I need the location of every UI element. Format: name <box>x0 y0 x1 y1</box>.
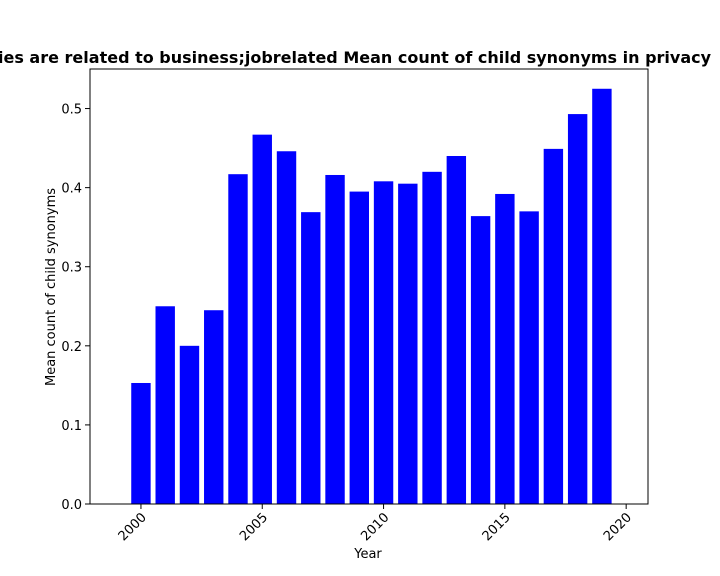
bar-2013 <box>446 156 467 504</box>
chart-title: ies are related to business;jobrelated M… <box>0 48 712 67</box>
bars-group <box>131 88 612 505</box>
bar-2004 <box>228 174 248 504</box>
bar-2006 <box>276 151 297 504</box>
x-axis: 2000 2005 2010 2015 2020 <box>116 504 635 544</box>
x-tick-label: 2010 <box>358 510 392 544</box>
y-tick-label: 0.2 <box>61 340 82 355</box>
bar-2017 <box>543 148 564 504</box>
bar-2000 <box>131 382 151 504</box>
x-tick-label: 2015 <box>480 510 514 544</box>
bar-2011 <box>398 183 418 504</box>
bar-2008 <box>325 174 345 505</box>
bar-2014 <box>470 216 491 505</box>
x-tick-label: 2005 <box>237 510 271 544</box>
y-tick-label: 0.4 <box>61 182 82 197</box>
y-tick-label: 0.3 <box>61 261 82 276</box>
y-tick-label: 0.0 <box>61 498 82 513</box>
y-axis-label: Mean count of child synonyms <box>44 188 59 386</box>
bar-2001 <box>155 306 175 504</box>
bar-2018 <box>567 114 588 504</box>
y-tick-label: 0.5 <box>61 103 82 118</box>
bar-2012 <box>422 171 442 504</box>
y-axis: 0.0 0.1 0.2 0.3 0.4 0.5 <box>61 103 90 513</box>
y-tick-label: 0.1 <box>61 419 82 434</box>
x-axis-label: Year <box>353 547 382 562</box>
bar-2010 <box>373 181 394 504</box>
bar-2005 <box>252 134 272 504</box>
bar-2007 <box>301 212 321 504</box>
bar-2009 <box>349 191 369 504</box>
bar-2016 <box>519 211 539 505</box>
plot-frame <box>89 68 649 505</box>
bar-2003 <box>204 310 224 504</box>
bar-2015 <box>495 193 515 504</box>
bar-2019 <box>592 88 612 505</box>
x-tick-label: 2020 <box>601 510 635 544</box>
x-tick-label: 2000 <box>116 510 150 544</box>
bar-2002 <box>179 345 200 504</box>
